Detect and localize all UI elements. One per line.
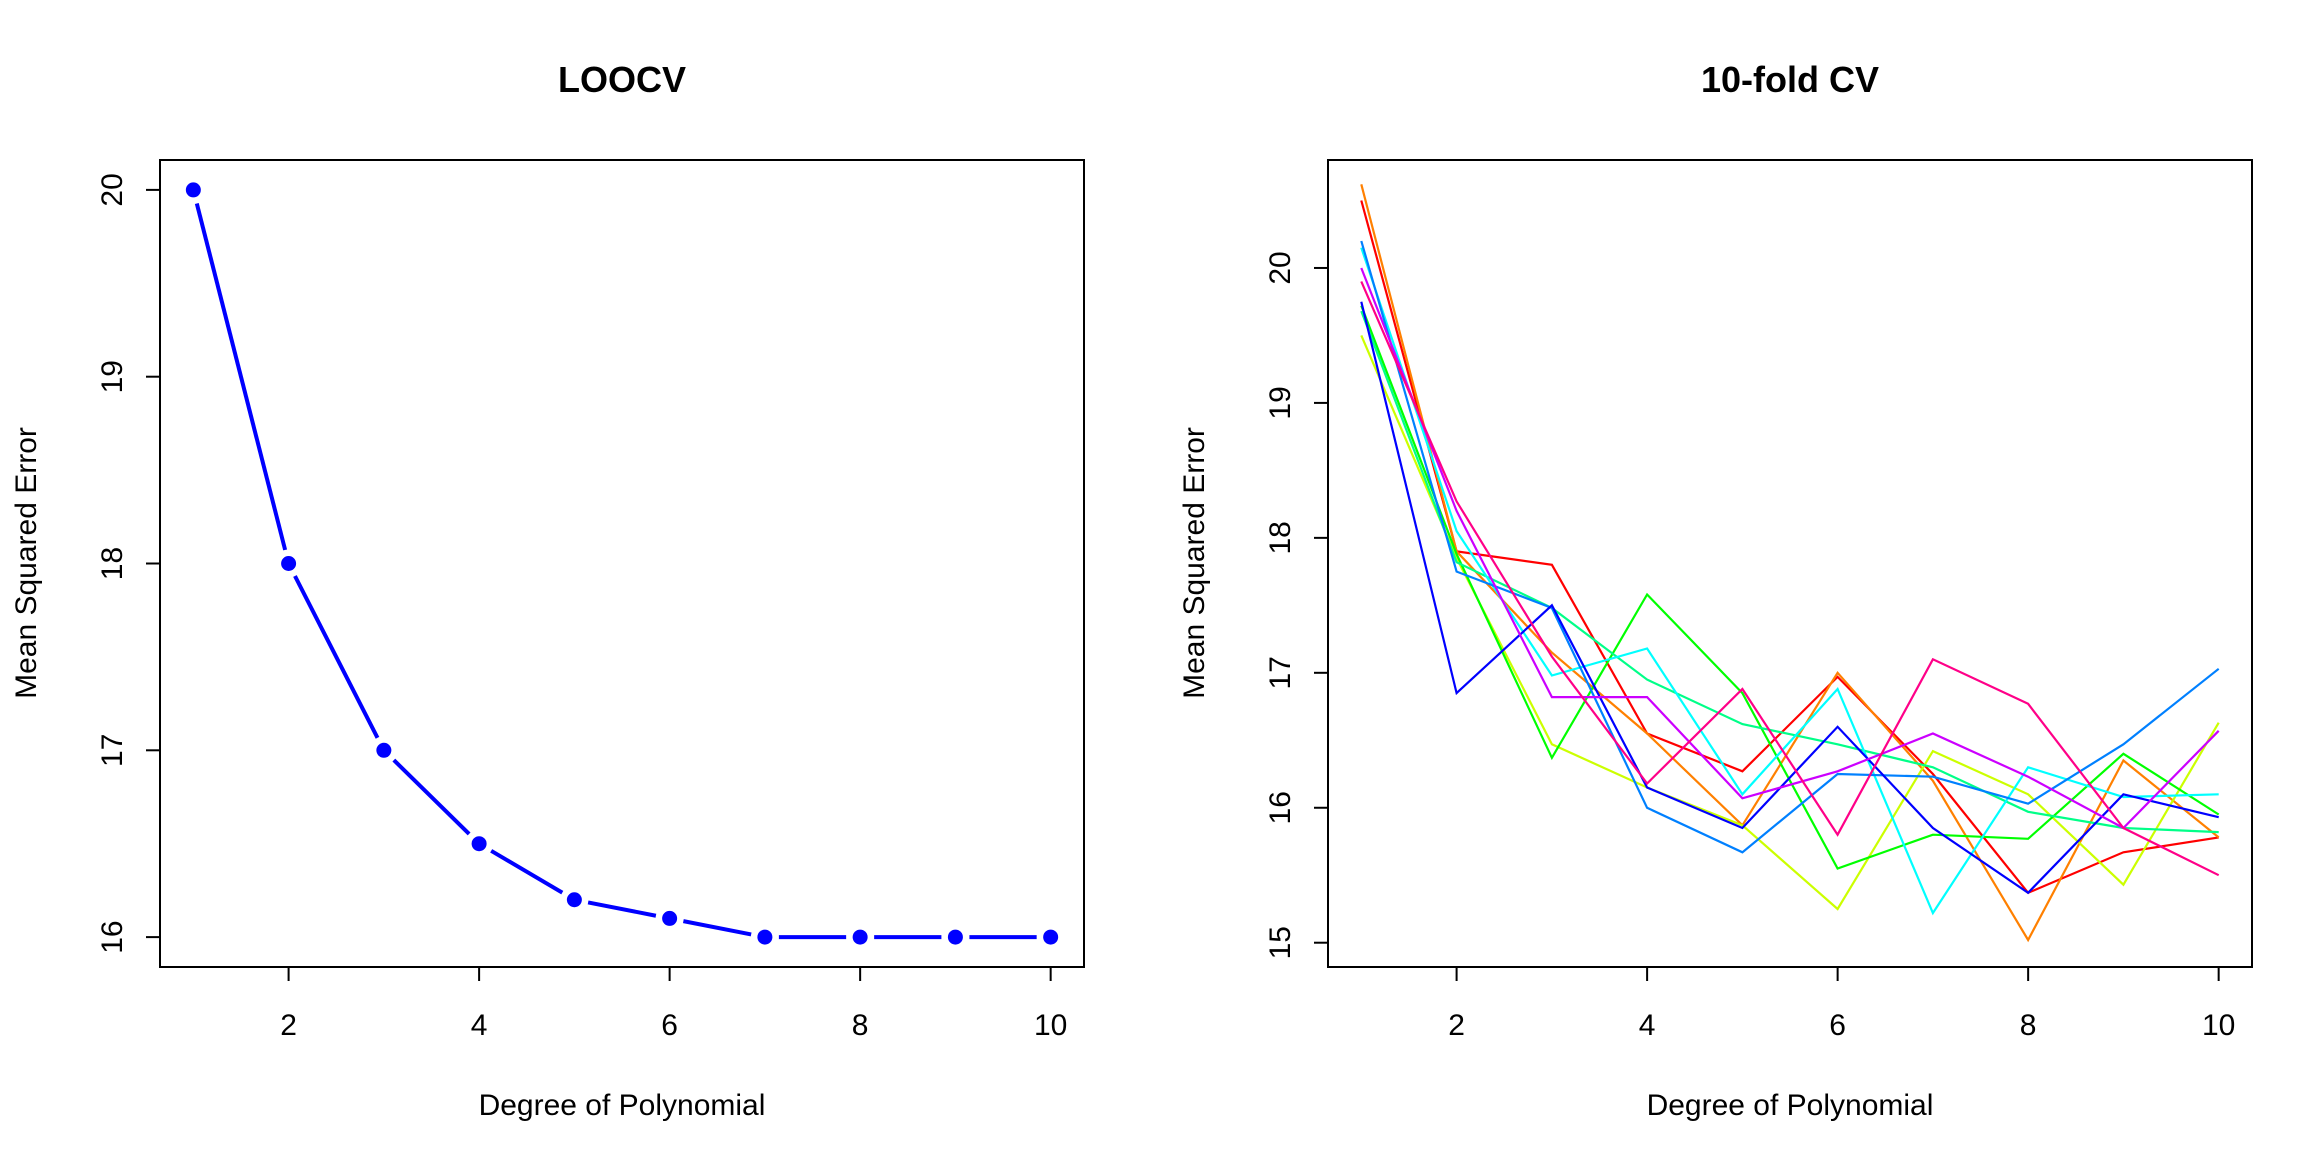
loocv-y-tick-label: 17 bbox=[96, 734, 129, 767]
loocv-panel: LOOCV Degree of Polynomial Mean Squared … bbox=[10, 59, 1085, 1122]
loocv-x-tick-label: 8 bbox=[852, 1009, 869, 1042]
tenfold-cv-y-tick-label: 15 bbox=[1264, 926, 1297, 959]
tenfold-cv-x-tick-label: 4 bbox=[1639, 1009, 1656, 1042]
tenfold-cv-series-line-9 bbox=[1360, 267, 2220, 830]
tenfold-cv-series-line-4 bbox=[1360, 305, 2220, 870]
loocv-data-point bbox=[947, 929, 963, 945]
loocv-data-point bbox=[185, 182, 201, 198]
loocv-data-point bbox=[757, 929, 773, 945]
loocv-x-tick-label: 6 bbox=[661, 1009, 678, 1042]
tenfold-cv-x-tick-label: 6 bbox=[1829, 1009, 1846, 1042]
tenfold-cv-x-tick-label: 8 bbox=[2020, 1009, 2037, 1042]
loocv-series-segment bbox=[587, 900, 657, 918]
loocv-data-point bbox=[1043, 929, 1059, 945]
tenfold-cv-y-tick-label: 18 bbox=[1264, 521, 1297, 554]
tenfold-cv-series-line-10 bbox=[1360, 281, 2220, 877]
tenfold-cv-series-line-2 bbox=[1360, 184, 2220, 943]
loocv-x-tick-label: 2 bbox=[280, 1009, 297, 1042]
loocv-series-segment bbox=[682, 919, 752, 937]
tenfold-cv-title: 10-fold CV bbox=[1701, 59, 1879, 100]
loocv-y-tick-label: 18 bbox=[96, 547, 129, 580]
loocv-data-point bbox=[566, 892, 582, 908]
loocv-data-point bbox=[662, 910, 678, 926]
tenfold-cv-x-tick-label: 10 bbox=[2202, 1009, 2235, 1042]
tenfold-cv-y-axis-label: Mean Squared Error bbox=[1178, 427, 1211, 699]
tenfold-cv-series-line-7 bbox=[1360, 240, 2220, 854]
loocv-y-tick-label: 16 bbox=[96, 920, 129, 953]
loocv-x-tick-label: 10 bbox=[1034, 1009, 1067, 1042]
loocv-series-segment bbox=[392, 758, 471, 836]
loocv-data-point bbox=[852, 929, 868, 945]
loocv-series-segment bbox=[194, 202, 288, 551]
tenfold-cv-series-line-8 bbox=[1360, 301, 2219, 895]
tenfold-cv-series-line-1 bbox=[1360, 200, 2219, 895]
loocv-y-axis-label: Mean Squared Error bbox=[10, 427, 43, 699]
tenfold-cv-x-tick-label: 2 bbox=[1448, 1009, 1465, 1042]
tenfold-cv-y-tick-label: 19 bbox=[1264, 386, 1297, 419]
tenfold-cv-plot-frame bbox=[1327, 159, 2253, 968]
loocv-y-tick-label: 20 bbox=[96, 173, 129, 206]
loocv-series-segment bbox=[490, 849, 564, 895]
tenfold-cv-series-line-5 bbox=[1360, 310, 2219, 834]
loocv-x-axis-label: Degree of Polynomial bbox=[479, 1089, 766, 1122]
loocv-title: LOOCV bbox=[558, 59, 686, 100]
loocv-data-point bbox=[281, 556, 297, 571]
tenfold-cv-panel: 10-fold CV Degree of Polynomial Mean Squ… bbox=[1178, 59, 2253, 1122]
tenfold-cv-y-tick-label: 16 bbox=[1264, 791, 1297, 824]
loocv-data-point bbox=[471, 836, 487, 852]
tenfold-cv-y-tick-label: 20 bbox=[1264, 251, 1297, 284]
loocv-y-tick-label: 19 bbox=[96, 360, 129, 393]
loocv-x-tick-label: 4 bbox=[471, 1009, 488, 1042]
tenfold-cv-y-tick-label: 17 bbox=[1264, 656, 1297, 689]
loocv-plot-frame bbox=[159, 159, 1085, 968]
loocv-series-segment bbox=[293, 575, 380, 739]
loocv-data-point bbox=[376, 742, 392, 758]
tenfold-cv-x-axis-label: Degree of Polynomial bbox=[1647, 1089, 1934, 1122]
tenfold-cv-series-line-3 bbox=[1360, 334, 2220, 911]
